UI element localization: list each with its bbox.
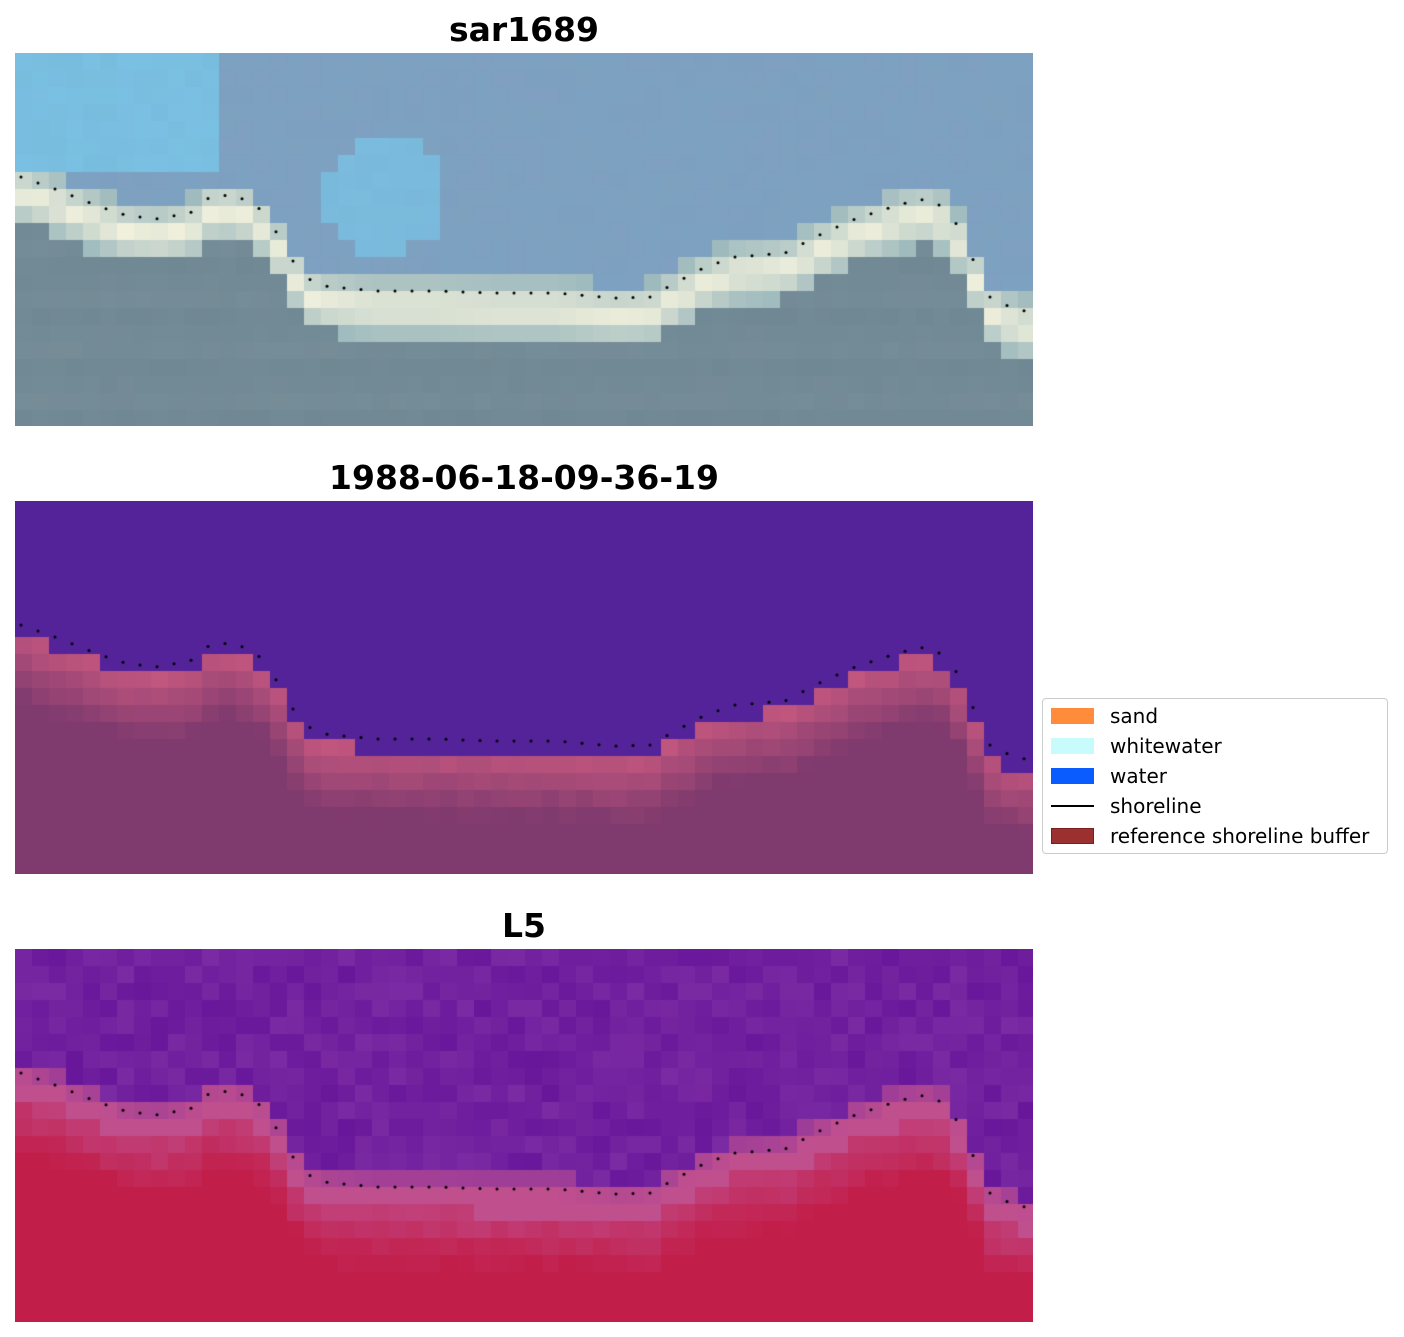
legend: sand whitewater water shoreline referenc… xyxy=(1042,698,1388,854)
legend-item-sand: sand xyxy=(1051,701,1158,731)
panel-title-index: L5 xyxy=(502,906,546,945)
legend-label-reference-buffer: reference shoreline buffer xyxy=(1110,824,1370,848)
whitewater-swatch xyxy=(1051,738,1094,754)
index-image xyxy=(15,949,1033,1322)
sar-image xyxy=(15,53,1033,426)
legend-label-whitewater: whitewater xyxy=(1110,734,1222,758)
legend-item-water: water xyxy=(1051,761,1167,791)
sand-swatch xyxy=(1051,708,1094,724)
legend-item-whitewater: whitewater xyxy=(1051,731,1222,761)
legend-item-reference-buffer: reference shoreline buffer xyxy=(1051,821,1369,851)
legend-label-water: water xyxy=(1110,764,1167,788)
shoreline-line-icon xyxy=(1051,805,1094,807)
legend-label-sand: sand xyxy=(1110,704,1159,728)
panel-title-sar: sar1689 xyxy=(448,10,600,49)
legend-label-shoreline: shoreline xyxy=(1110,794,1202,818)
water-swatch xyxy=(1051,768,1094,784)
classification-image xyxy=(15,501,1033,874)
panel-title-classification: 1988-06-18-09-36-19 xyxy=(329,458,719,497)
legend-item-shoreline: shoreline xyxy=(1051,791,1202,821)
reference-buffer-swatch xyxy=(1051,828,1094,844)
